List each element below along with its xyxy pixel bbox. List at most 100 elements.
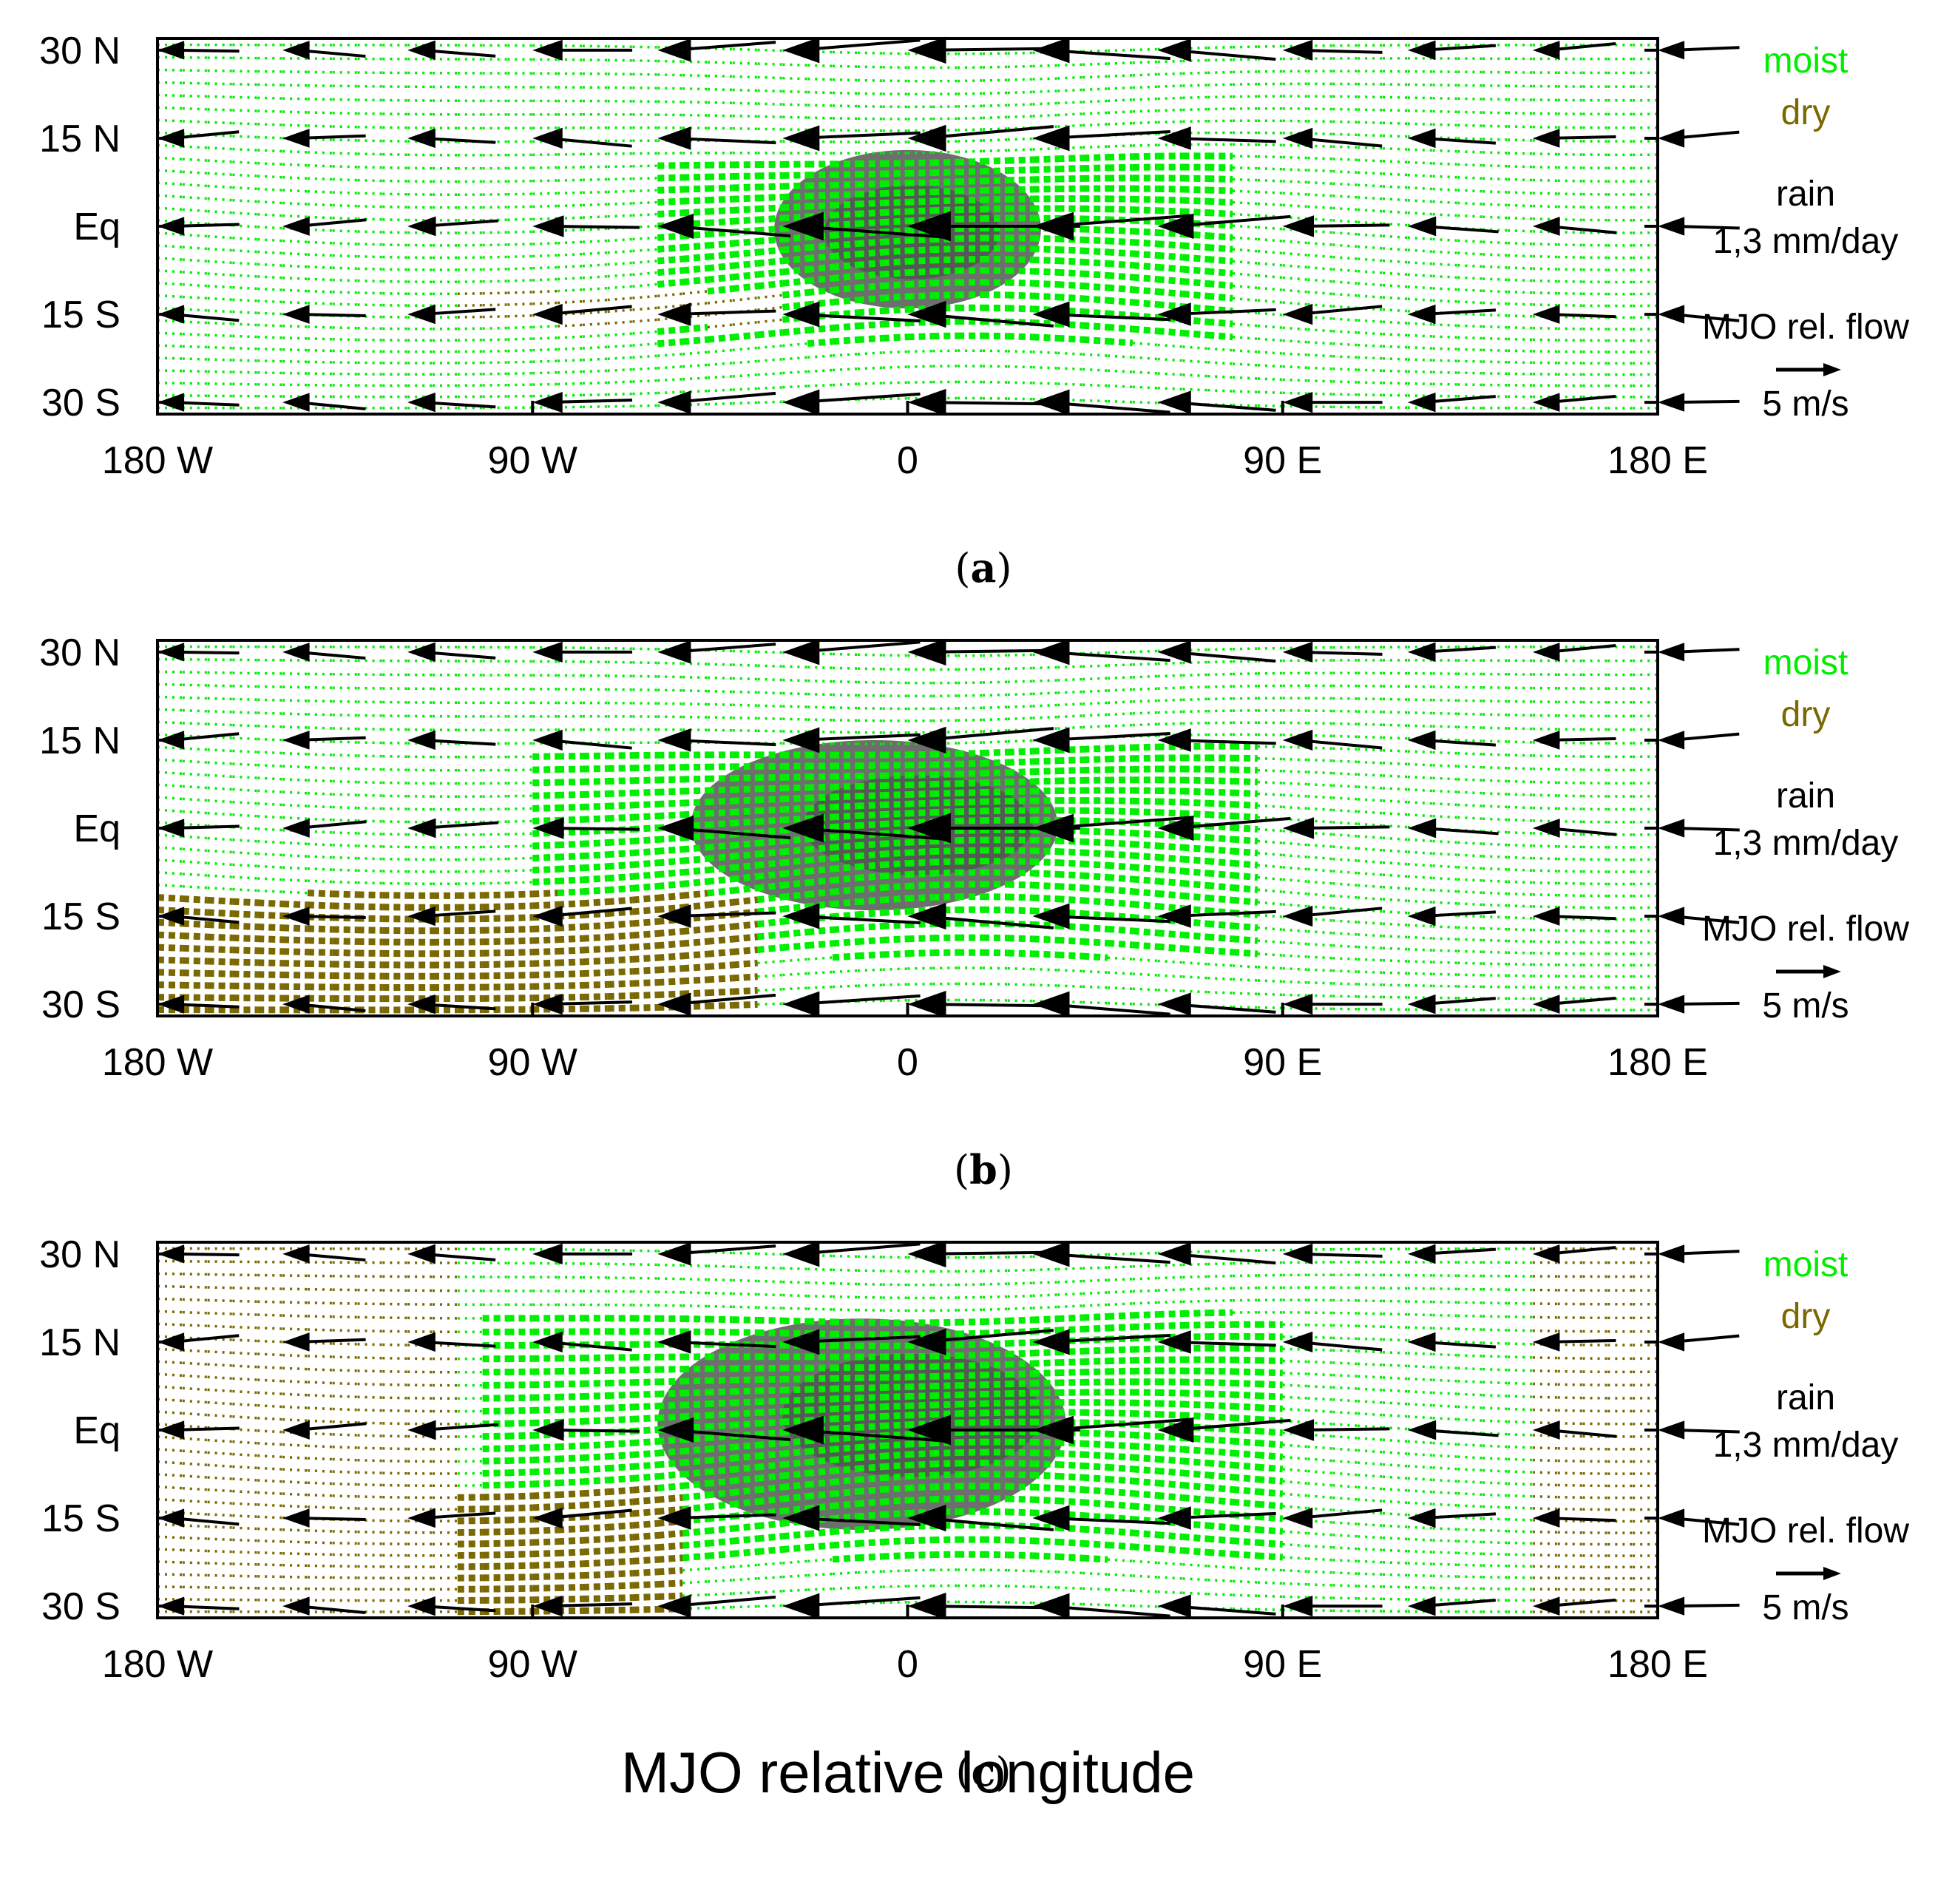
- contour-segment: [1207, 894, 1233, 904]
- contour-segment: [807, 252, 833, 262]
- contour-segment: [157, 281, 183, 286]
- contour-segment: [907, 818, 933, 827]
- contour-segment: [1007, 78, 1033, 81]
- contour-segment: [1107, 248, 1133, 257]
- contour-segment: [1107, 898, 1133, 908]
- contour-segment: [332, 1470, 358, 1474]
- contour-segment: [1557, 807, 1583, 810]
- contour-segment: [1382, 382, 1408, 385]
- contour-segment: [1232, 812, 1258, 821]
- contour-segment: [1032, 245, 1058, 254]
- contour-segment: [257, 1454, 283, 1459]
- contour-segment: [1358, 171, 1383, 175]
- contour-segment: [1257, 1380, 1283, 1389]
- contour-segment: [182, 1412, 208, 1417]
- contour-segment: [507, 1444, 533, 1452]
- contour-segment: [1032, 703, 1058, 708]
- contour-segment: [1307, 892, 1333, 898]
- flow-vector-head: [1282, 729, 1313, 751]
- contour-segment: [1407, 762, 1433, 767]
- contour-segment: [382, 807, 408, 810]
- contour-segment: [257, 685, 283, 688]
- contour-segment: [582, 802, 608, 810]
- contour-segment: [982, 1269, 1008, 1273]
- contour-segment: [657, 702, 683, 705]
- contour-segment: [482, 231, 508, 234]
- contour-segment: [207, 1388, 233, 1393]
- contour-segment: [207, 1286, 233, 1290]
- contour-segment: [307, 753, 333, 756]
- contour-segment: [1557, 255, 1583, 259]
- contour-segment: [782, 972, 808, 977]
- contour-segment: [1332, 995, 1358, 998]
- contour-segment: [732, 61, 758, 65]
- contour-segment: [232, 1415, 258, 1420]
- contour-segment: [1457, 324, 1483, 328]
- contour-segment: [1082, 1303, 1108, 1307]
- contour-segment: [257, 840, 283, 844]
- contour-segment: [257, 815, 283, 819]
- contour-segment: [1107, 121, 1133, 126]
- contour-segment: [1358, 1375, 1383, 1379]
- contour-segment: [1532, 326, 1558, 331]
- contour-segment: [757, 1266, 783, 1270]
- contour-segment: [357, 780, 383, 785]
- contour-segment: [1407, 899, 1433, 904]
- contour-segment: [532, 192, 558, 195]
- contour-segment: [1482, 1328, 1508, 1332]
- flow-vector-head: [282, 819, 310, 838]
- contour-segment: [1157, 943, 1183, 952]
- contour-segment: [357, 793, 383, 797]
- contour-segment: [982, 705, 1008, 710]
- contour-segment: [982, 982, 1008, 986]
- contour-segment: [857, 334, 883, 343]
- contour-segment: [1157, 743, 1183, 751]
- contour-segment: [282, 816, 308, 821]
- contour-segment: [657, 326, 683, 335]
- contour-segment: [582, 357, 608, 362]
- contour-segment: [1382, 736, 1408, 740]
- flow-vector-head: [157, 41, 185, 60]
- contour-segment: [1007, 666, 1033, 671]
- contour-segment: [833, 117, 858, 121]
- contour-segment: [1457, 336, 1483, 340]
- flow-vector-head: [157, 129, 185, 148]
- contour-segment: [582, 765, 608, 773]
- contour-segment: [232, 1351, 258, 1355]
- contour-segment: [1107, 676, 1133, 680]
- contour-segment: [1457, 1443, 1483, 1447]
- contour-segment: [657, 1378, 683, 1386]
- contour-segment: [607, 1248, 633, 1253]
- contour-segment: [1332, 982, 1358, 986]
- contour-segment: [1207, 858, 1233, 867]
- x-tick-label: 180 W: [102, 439, 213, 482]
- contour-segment: [1432, 262, 1458, 267]
- panel-caption: (b): [954, 1146, 1013, 1193]
- contour-segment: [182, 895, 208, 904]
- contour-segment: [1282, 770, 1308, 773]
- contour-segment: [1157, 84, 1183, 88]
- contour-segment: [332, 254, 358, 258]
- contour-segment: [1107, 98, 1133, 103]
- contour-segment: [157, 344, 183, 348]
- contour-segment: [1532, 204, 1558, 209]
- contour-segment: [557, 1466, 583, 1474]
- contour-segment: [1082, 985, 1108, 989]
- contour-segment: [857, 873, 884, 881]
- contour-segment: [607, 165, 633, 169]
- contour-segment: [1107, 1367, 1133, 1375]
- contour-segment: [1332, 145, 1358, 149]
- contour-segment: [582, 286, 608, 291]
- contour-segment: [1207, 163, 1233, 172]
- contour-segment: [207, 921, 233, 929]
- contour-segment: [532, 254, 558, 258]
- contour-segment: [807, 202, 833, 210]
- contour-segment: [732, 1420, 758, 1429]
- contour-segment: [1257, 262, 1283, 267]
- contour-segment: [958, 694, 983, 697]
- contour-segment: [1407, 236, 1433, 241]
- contour-segment: [382, 231, 408, 234]
- contour-segment: [507, 844, 533, 848]
- contour-segment: [1482, 98, 1508, 101]
